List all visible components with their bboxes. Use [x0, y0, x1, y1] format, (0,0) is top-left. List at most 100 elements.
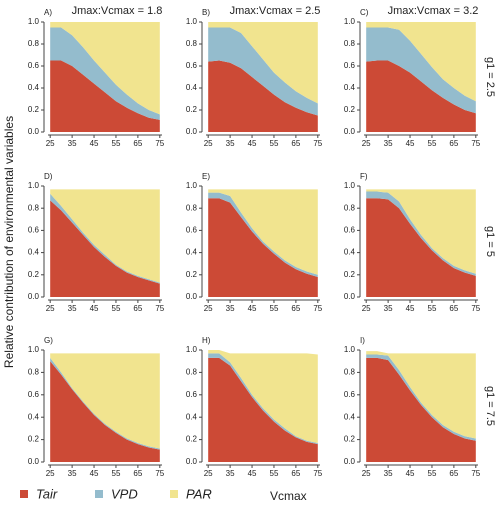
panel-label: D) — [44, 172, 53, 181]
x-tick-label: 55 — [112, 469, 121, 478]
x-tick-label: 45 — [90, 469, 99, 478]
legend-label: PAR — [186, 486, 212, 501]
x-tick-label: 65 — [449, 139, 458, 148]
x-tick-label: 45 — [406, 139, 415, 148]
y-tick-label: 0.8 — [186, 368, 198, 377]
area — [366, 22, 476, 102]
y-tick-label: 0.4 — [28, 248, 40, 257]
area — [366, 351, 476, 439]
x-tick-label: 45 — [248, 469, 257, 478]
row-label: g1 = 7.5 — [484, 386, 496, 426]
area — [366, 27, 476, 114]
x-tick-label: 45 — [406, 469, 415, 478]
area — [208, 189, 318, 275]
y-tick-label: 1.0 — [186, 181, 198, 190]
legend-swatch — [20, 490, 28, 498]
x-tick-label: 25 — [362, 139, 371, 148]
x-tick-label: 35 — [226, 304, 235, 313]
x-tick-label: 25 — [362, 304, 371, 313]
y-tick-label: 0.0 — [28, 457, 40, 466]
area — [50, 353, 160, 449]
area — [50, 27, 160, 120]
x-tick-label: 75 — [155, 469, 164, 478]
y-tick-label: 0.4 — [28, 412, 40, 421]
y-tick-label: 0.0 — [344, 127, 356, 136]
y-tick-label: 0.2 — [344, 270, 356, 279]
column-title: Jmax:Vcmax = 1.8 — [72, 5, 163, 17]
y-tick-label: 0.0 — [186, 292, 198, 301]
y-tick-label: 1.0 — [344, 181, 356, 190]
x-tick-label: 25 — [204, 469, 213, 478]
area — [50, 361, 160, 462]
area — [208, 350, 318, 443]
y-tick-label: 0.4 — [186, 248, 198, 257]
x-tick-label: 25 — [46, 469, 55, 478]
x-tick-label: 65 — [291, 469, 300, 478]
y-tick-label: 0.2 — [186, 270, 198, 279]
x-tick-label: 55 — [270, 469, 279, 478]
area — [208, 198, 318, 297]
y-tick-label: 0.6 — [28, 61, 40, 70]
area — [208, 27, 318, 116]
y-tick-label: 0.2 — [186, 435, 198, 444]
y-tick-label: 0.2 — [344, 105, 356, 114]
x-tick-label: 35 — [384, 139, 393, 148]
x-tick-label: 65 — [133, 304, 142, 313]
x-tick-label: 55 — [428, 304, 437, 313]
y-tick-label: 0.8 — [186, 39, 198, 48]
area — [50, 60, 160, 132]
y-tick-label: 0.2 — [28, 270, 40, 279]
y-tick-label: 1.0 — [28, 181, 40, 190]
y-tick-label: 0.6 — [28, 390, 40, 399]
y-tick-label: 0.6 — [344, 390, 356, 399]
area — [208, 60, 318, 132]
y-tick-label: 0.8 — [344, 203, 356, 212]
panel-label: I) — [360, 336, 365, 345]
panel-label: C) — [360, 8, 369, 17]
x-tick-label: 35 — [226, 139, 235, 148]
x-tick-label: 35 — [384, 469, 393, 478]
y-tick-label: 0.8 — [28, 368, 40, 377]
y-tick-label: 0.8 — [28, 39, 40, 48]
y-tick-label: 0.8 — [186, 203, 198, 212]
y-tick-label: 0.4 — [186, 83, 198, 92]
x-tick-label: 55 — [270, 304, 279, 313]
legend-label: Tair — [36, 486, 58, 501]
x-tick-label: 25 — [204, 304, 213, 313]
y-tick-label: 0.6 — [186, 61, 198, 70]
area — [366, 198, 476, 297]
y-tick-label: 1.0 — [28, 17, 40, 26]
y-tick-label: 0.2 — [186, 105, 198, 114]
y-tick-label: 0.2 — [28, 105, 40, 114]
x-tick-label: 45 — [90, 139, 99, 148]
panel-label: B) — [202, 8, 210, 17]
y-tick-label: 0.4 — [186, 412, 198, 421]
y-tick-label: 0.6 — [186, 226, 198, 235]
x-tick-label: 45 — [248, 304, 257, 313]
panel-label: E) — [202, 172, 210, 181]
area — [50, 189, 160, 283]
y-tick-label: 0.6 — [28, 226, 40, 235]
x-tick-label: 25 — [362, 469, 371, 478]
x-tick-label: 75 — [313, 469, 322, 478]
area — [50, 200, 160, 297]
x-tick-label: 65 — [449, 469, 458, 478]
y-tick-label: 0.0 — [28, 292, 40, 301]
y-tick-label: 1.0 — [344, 345, 356, 354]
row-label: g1 = 2.5 — [484, 57, 496, 97]
legend-swatch — [170, 490, 178, 498]
y-tick-label: 0.6 — [344, 61, 356, 70]
x-tick-label: 35 — [384, 304, 393, 313]
y-axis-label: Relative contribution of environmental v… — [2, 116, 16, 368]
x-tick-label: 75 — [313, 139, 322, 148]
x-tick-label: 55 — [112, 139, 121, 148]
y-tick-label: 0.0 — [186, 127, 198, 136]
x-tick-label: 55 — [112, 304, 121, 313]
x-tick-label: 65 — [133, 139, 142, 148]
area — [208, 357, 318, 462]
y-tick-label: 0.8 — [344, 368, 356, 377]
y-tick-label: 0.6 — [186, 390, 198, 399]
y-tick-label: 0.4 — [344, 248, 356, 257]
y-tick-label: 0.2 — [28, 435, 40, 444]
